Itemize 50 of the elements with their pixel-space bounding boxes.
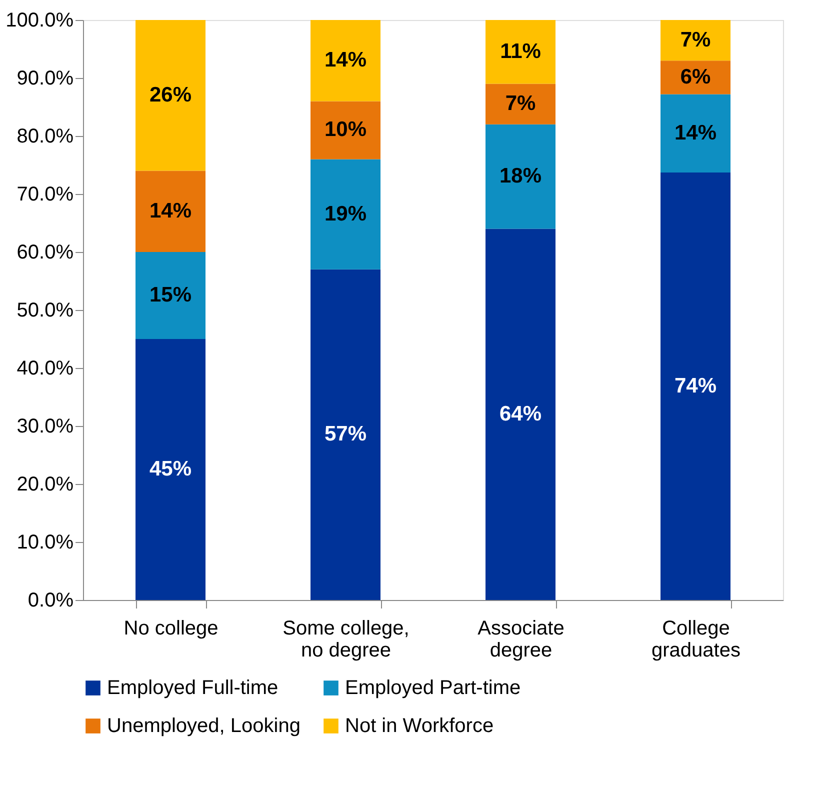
data-label: 7%: [680, 28, 711, 52]
data-label: 14%: [674, 121, 717, 144]
legend-label: Unemployed, Looking: [107, 715, 300, 737]
y-tick-label: 20.0%: [16, 474, 74, 496]
data-label: 11%: [500, 40, 542, 63]
data-label: 7%: [505, 92, 536, 116]
data-label: 19%: [324, 202, 367, 226]
bar: [486, 20, 556, 84]
data-label: 18%: [499, 164, 542, 188]
bar: [310, 159, 380, 270]
data-label: 57%: [324, 422, 367, 446]
bar: [660, 172, 730, 600]
y-tick-label: 70.0%: [16, 184, 74, 206]
legend-label: Not in Workforce: [345, 715, 494, 737]
y-tick-label: 90.0%: [16, 68, 74, 90]
legend-label: Employed Part-time: [345, 677, 521, 699]
data-label: 45%: [149, 458, 192, 480]
y-tick-label: 10.0%: [16, 532, 74, 554]
x-tick-label: Associate degree: [478, 618, 564, 662]
x-tick-label: Some college, no degree: [282, 618, 410, 662]
y-tick-label: 30.0%: [16, 416, 74, 438]
y-tick-label: 50.0%: [16, 300, 74, 322]
bar: [310, 269, 380, 600]
data-label: 14%: [324, 48, 367, 72]
y-tick-label: 40.0%: [16, 358, 74, 380]
y-tick-label: 80.0%: [16, 126, 74, 148]
x-tick-label: College graduates: [652, 618, 740, 662]
data-label: 15%: [149, 284, 192, 306]
y-tick-label: 60.0%: [16, 242, 74, 264]
bar: [310, 101, 380, 160]
data-label: 26%: [149, 83, 192, 106]
bar: [486, 124, 556, 229]
bar: [136, 20, 206, 171]
bar: [660, 94, 730, 173]
data-label: 14%: [149, 199, 192, 222]
data-label: 10%: [324, 118, 367, 142]
data-label: 6%: [680, 65, 711, 88]
bar: [660, 20, 730, 61]
legend-label: Employed Full-time: [107, 677, 278, 699]
data-label: 74%: [674, 374, 717, 398]
y-tick-label: 0.0%: [28, 590, 74, 612]
bar: [136, 170, 206, 252]
bar: [486, 84, 556, 124]
data-label: 64%: [499, 402, 542, 426]
bar: [136, 252, 206, 339]
y-tick-label: 100.0%: [6, 10, 74, 32]
x-tick-label: No college: [124, 618, 218, 640]
bar: [486, 228, 556, 600]
bar: [136, 339, 206, 600]
bar: [310, 20, 380, 102]
